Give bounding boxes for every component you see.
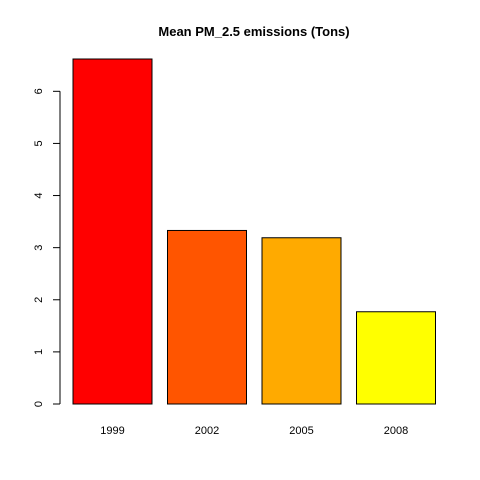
y-tick-label: 2 bbox=[33, 297, 45, 303]
y-tick-label: 6 bbox=[33, 88, 45, 94]
y-tick-label: 5 bbox=[33, 140, 45, 146]
bar-2008 bbox=[356, 311, 436, 405]
bar-2002 bbox=[167, 229, 247, 405]
y-tick-label: 4 bbox=[33, 192, 45, 198]
x-tick-label: 2005 bbox=[289, 425, 313, 437]
x-tick-label: 2008 bbox=[384, 425, 408, 437]
y-tick-label: 1 bbox=[33, 349, 45, 355]
x-tick-labels: 1999 2002 2005 2008 bbox=[100, 425, 408, 437]
bar-2005 bbox=[261, 237, 342, 405]
y-axis: 0 1 2 3 4 5 6 bbox=[33, 88, 61, 407]
x-tick-label: 1999 bbox=[100, 425, 124, 437]
bars-group bbox=[72, 58, 436, 405]
y-tick-label: 3 bbox=[33, 245, 45, 251]
x-tick-label: 2002 bbox=[195, 425, 219, 437]
chart-title: Mean PM_2.5 emissions (Tons) bbox=[158, 24, 349, 39]
bar-1999 bbox=[72, 58, 153, 405]
y-tick-label: 0 bbox=[33, 401, 45, 407]
